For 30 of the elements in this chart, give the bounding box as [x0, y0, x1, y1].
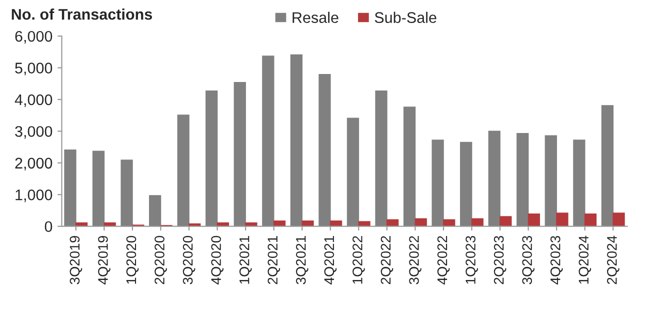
x-tick-label: 4Q2021: [324, 236, 337, 284]
x-tick-label: 2Q2024: [607, 236, 620, 284]
x-tick-label: 3Q2021: [296, 236, 308, 284]
x-tick-label: 2Q2021: [268, 236, 280, 284]
x-tick-label: 1Q2022: [352, 236, 365, 284]
y-tick-label: 0: [44, 221, 52, 232]
x-tick-label: 1Q2021: [239, 236, 252, 284]
y-tick-label: 2,000: [15, 158, 52, 170]
x-tick-label: 3Q2020: [182, 236, 196, 284]
x-tick-label: 3Q2022: [409, 236, 422, 284]
y-tick-label: 1,000: [16, 189, 52, 202]
x-tick-label: 4Q2022: [437, 236, 450, 284]
x-tick-label: 2Q2020: [154, 236, 167, 284]
x-tick-label: 3Q2019: [70, 236, 82, 284]
legend-label: Resale: [292, 12, 338, 24]
x-tick-label: 2Q2023: [494, 236, 506, 284]
x-tick-label: 1Q2023: [466, 236, 478, 284]
x-tick-label: 4Q2019: [98, 236, 110, 284]
x-tick-label: 1Q2024: [578, 236, 592, 284]
legend-label: Sub-Sale: [374, 12, 436, 24]
y-tick-label: 4,000: [14, 94, 52, 107]
x-tick-label: 2Q2022: [380, 236, 394, 284]
x-tick-label: 4Q2023: [550, 236, 563, 284]
y-tick-label: 5,000: [15, 62, 52, 76]
y-tick-label: 3,000: [15, 126, 52, 139]
y-tick-label: 6,000: [15, 30, 52, 44]
y-axis-title: No. of Transactions: [12, 8, 152, 20]
x-tick-label: 4Q2020: [211, 236, 224, 284]
x-tick-label: 1Q2020: [126, 236, 139, 284]
x-tick-label: 3Q2023: [522, 236, 535, 284]
